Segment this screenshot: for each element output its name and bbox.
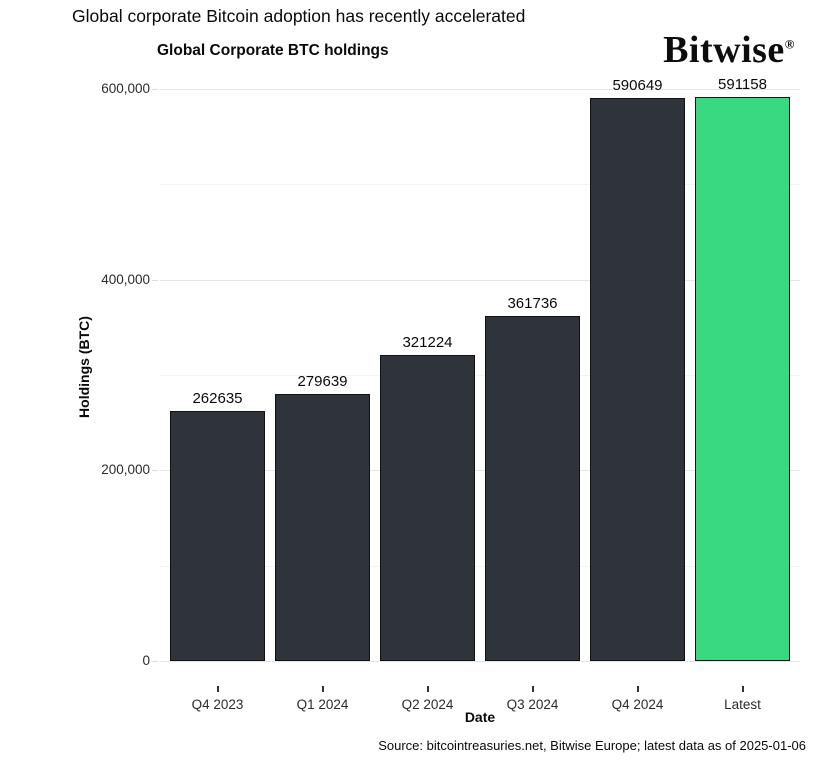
bar-q1-2024[interactable] xyxy=(275,394,370,661)
x-tick-mark xyxy=(741,686,744,692)
bar-q4-2024[interactable] xyxy=(590,98,685,661)
bar-value-label: 279639 xyxy=(297,373,348,390)
x-axis-title: Date xyxy=(464,709,496,725)
bar-value-label: 590649 xyxy=(612,77,663,94)
y-axis-title: Holdings (BTC) xyxy=(76,316,92,418)
x-tick-mark xyxy=(531,686,534,692)
minor-gridline xyxy=(160,375,800,376)
major-gridline xyxy=(160,89,800,90)
x-tick-label: Q4 2024 xyxy=(611,697,664,712)
bar-q3-2024[interactable] xyxy=(485,316,580,661)
x-tick-label: Latest xyxy=(724,697,761,712)
x-tick-mark xyxy=(321,686,324,692)
bar-q2-2024[interactable] xyxy=(380,355,475,661)
bar-latest[interactable] xyxy=(695,97,790,661)
bar-value-label: 262635 xyxy=(192,390,243,407)
y-tick-label: 400,000 xyxy=(101,271,150,287)
x-tick-label: Q4 2023 xyxy=(191,697,244,712)
y-tick-label: 0 xyxy=(142,653,150,668)
source-note: Source: bitcointreasuries.net, Bitwise E… xyxy=(378,738,806,753)
bar-value-label: 321224 xyxy=(402,334,453,351)
x-tick-label: Q2 2024 xyxy=(401,697,454,712)
bitwise-logo-text: Bitwise xyxy=(663,29,785,71)
y-tick-mark xyxy=(152,470,158,472)
chart-title: Global Corporate BTC holdings xyxy=(157,42,389,59)
y-tick-label: 600,000 xyxy=(101,81,150,96)
plot-panel: 262635 279639 321224 361736 590649 591158 xyxy=(160,72,800,662)
y-tick-mark xyxy=(152,279,158,281)
bar-value-label: 591158 xyxy=(718,76,767,93)
bar-q4-2023[interactable] xyxy=(170,411,265,661)
bitwise-logo: Bitwise® xyxy=(663,28,795,72)
x-tick-mark xyxy=(216,686,219,692)
major-gridline xyxy=(160,279,800,281)
registered-trademark-icon: ® xyxy=(784,36,795,52)
x-tick-mark xyxy=(426,686,429,692)
x-tick-label: Q1 2024 xyxy=(296,697,349,712)
x-tick-mark xyxy=(636,686,639,692)
y-tick-mark xyxy=(152,661,158,662)
page-title: Global corporate Bitcoin adoption has re… xyxy=(72,6,526,26)
minor-gridline xyxy=(160,184,800,186)
y-tick-mark xyxy=(152,89,158,90)
bar-value-label: 361736 xyxy=(507,295,558,312)
minor-gridline xyxy=(160,565,800,567)
x-tick-label: Q3 2024 xyxy=(506,697,559,712)
major-gridline xyxy=(160,661,800,662)
y-tick-label: 200,000 xyxy=(101,462,150,478)
major-gridline xyxy=(160,470,800,472)
